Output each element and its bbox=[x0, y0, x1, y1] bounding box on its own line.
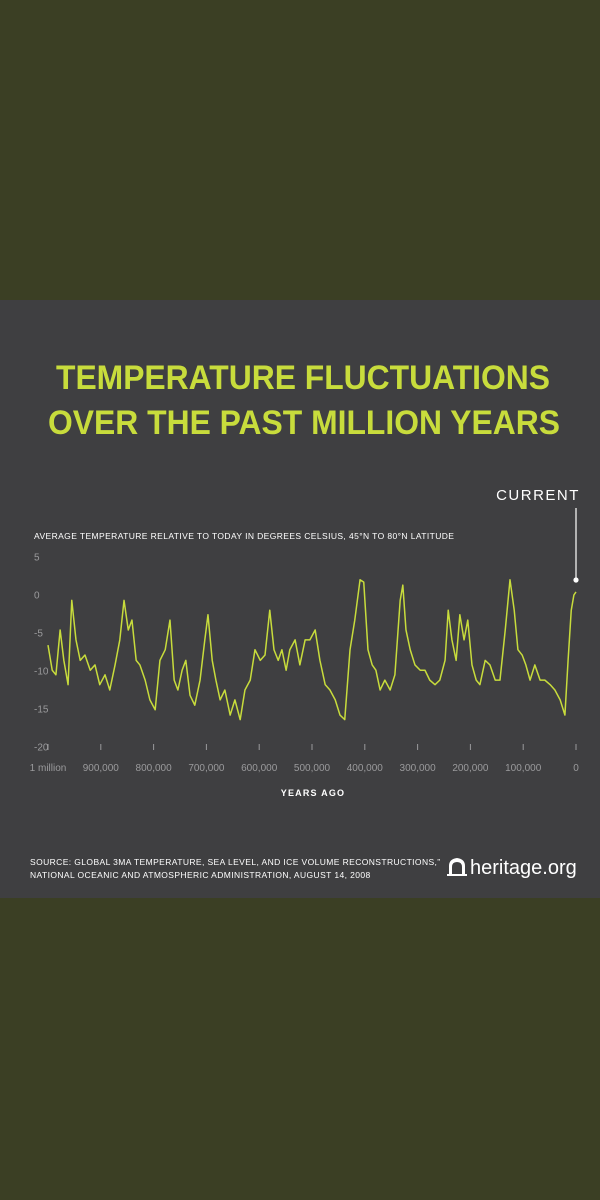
chart-title: OVER THE PAST MILLION YEARS bbox=[48, 404, 560, 442]
chart-title: TEMPERATURE FLUCTUATIONS bbox=[56, 359, 550, 397]
y-tick-label: -20 bbox=[34, 743, 49, 754]
source: SOURCE: GLOBAL 3MA TEMPERATURE, SEA LEVE… bbox=[30, 857, 441, 867]
chart-panel bbox=[0, 300, 600, 898]
y-tick-label: -10 bbox=[34, 667, 49, 678]
y-tick-label: 5 bbox=[34, 553, 40, 564]
logo-base bbox=[447, 874, 467, 876]
y-tick-label: -5 bbox=[34, 629, 43, 640]
x-tick-label: 600,000 bbox=[241, 763, 278, 774]
logo-icon bbox=[447, 858, 467, 876]
x-tick-label: 300,000 bbox=[400, 763, 437, 774]
x-tick-label: 900,000 bbox=[83, 763, 120, 774]
x-tick-label: 400,000 bbox=[347, 763, 384, 774]
source: NATIONAL OCEANIC AND ATMOSPHERIC ADMINIS… bbox=[30, 870, 371, 880]
x-tick-label: 100,000 bbox=[505, 763, 542, 774]
annotation: CURRENT bbox=[496, 487, 580, 504]
logo-text: heritage.org bbox=[470, 857, 577, 879]
logo-bell bbox=[449, 858, 465, 875]
annotation-dot bbox=[573, 577, 579, 583]
x-axis-title: YEARS AGO bbox=[281, 788, 345, 798]
x-tick-label: 700,000 bbox=[188, 763, 225, 774]
subtitle: AVERAGE TEMPERATURE RELATIVE TO TODAY IN… bbox=[34, 531, 454, 541]
temperature-line bbox=[47, 579, 577, 721]
x-tick-label: 500,000 bbox=[294, 763, 331, 774]
x-tick-label: 200,000 bbox=[452, 763, 489, 774]
x-tick-label: 800,000 bbox=[136, 763, 173, 774]
y-tick-label: 0 bbox=[34, 591, 40, 602]
x-tick-label: 0 bbox=[573, 763, 579, 774]
x-tick-label: 1 million bbox=[30, 763, 67, 774]
y-tick-label: -15 bbox=[34, 705, 49, 716]
